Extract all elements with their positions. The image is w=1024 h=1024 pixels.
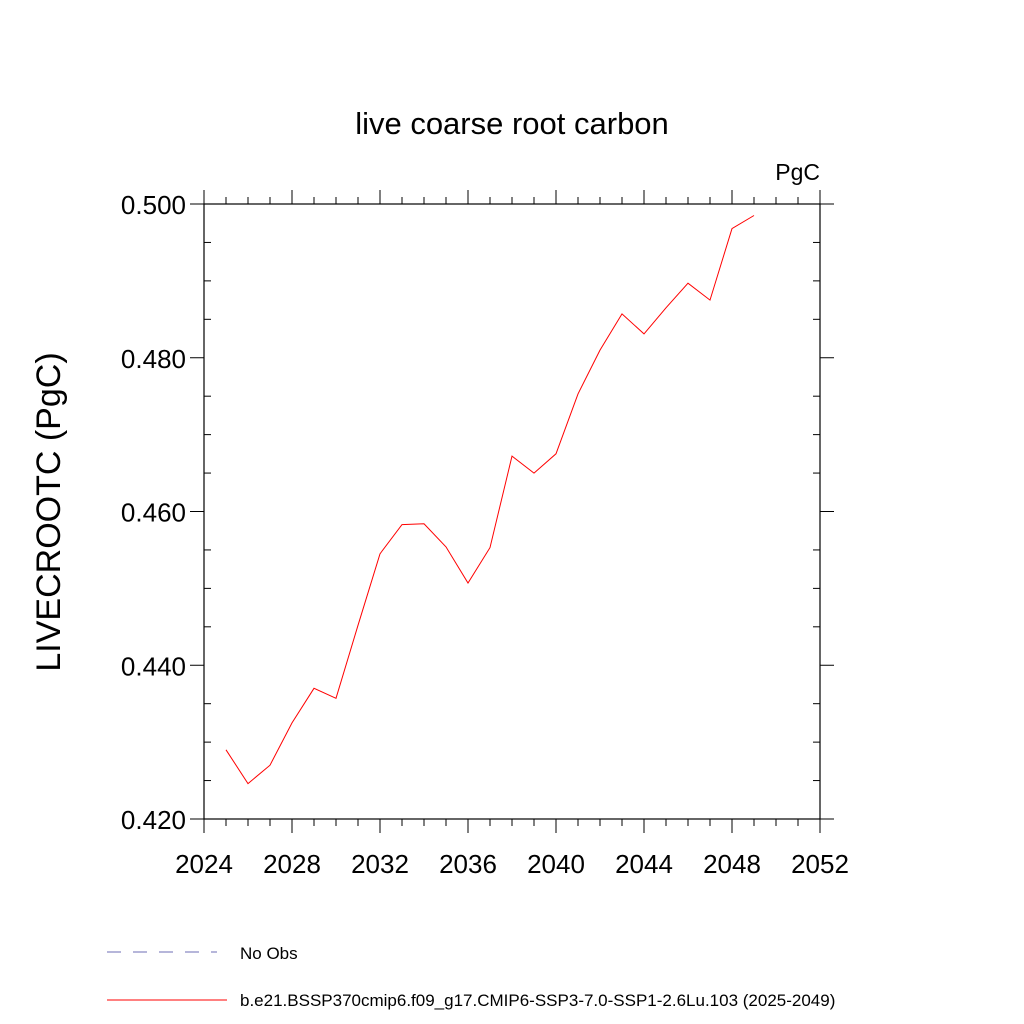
- x-tick-label: 2040: [527, 849, 585, 879]
- y-tick-label: 0.500: [121, 190, 186, 220]
- y-tick-label: 0.440: [121, 651, 186, 681]
- x-tick-label: 2044: [615, 849, 673, 879]
- x-tick-label: 2048: [703, 849, 761, 879]
- x-tick-label: 2052: [791, 849, 849, 879]
- legend-label-no-obs: No Obs: [240, 944, 298, 963]
- y-tick-label: 0.480: [121, 344, 186, 374]
- series-layer: [225, 215, 755, 785]
- series-line: [225, 215, 755, 785]
- plot-frame: [203, 203, 821, 820]
- x-tick-label: 2028: [263, 849, 321, 879]
- legend: No Obs b.e21.BSSP370cmip6.f09_g17.CMIP6-…: [107, 944, 835, 1010]
- axis-tick-labels: 2024 2028 2032 2036 2040 2044 2048 2052 0.420 0.4…: [121, 190, 849, 879]
- y-tick-label: 0.420: [121, 805, 186, 835]
- x-tick-label: 2036: [439, 849, 497, 879]
- x-tick-label: 2032: [351, 849, 409, 879]
- chart-title: live coarse root carbon: [355, 106, 669, 141]
- x-tick-label: 2024: [175, 849, 233, 879]
- y-tick-label: 0.460: [121, 498, 186, 528]
- axis-ticks: [190, 190, 834, 833]
- units-label: PgC: [775, 159, 820, 185]
- y-axis-label: LIVECROOTC (PgC): [30, 352, 68, 671]
- legend-label-model: b.e21.BSSP370cmip6.f09_g17.CMIP6-SSP3-7.…: [240, 991, 835, 1010]
